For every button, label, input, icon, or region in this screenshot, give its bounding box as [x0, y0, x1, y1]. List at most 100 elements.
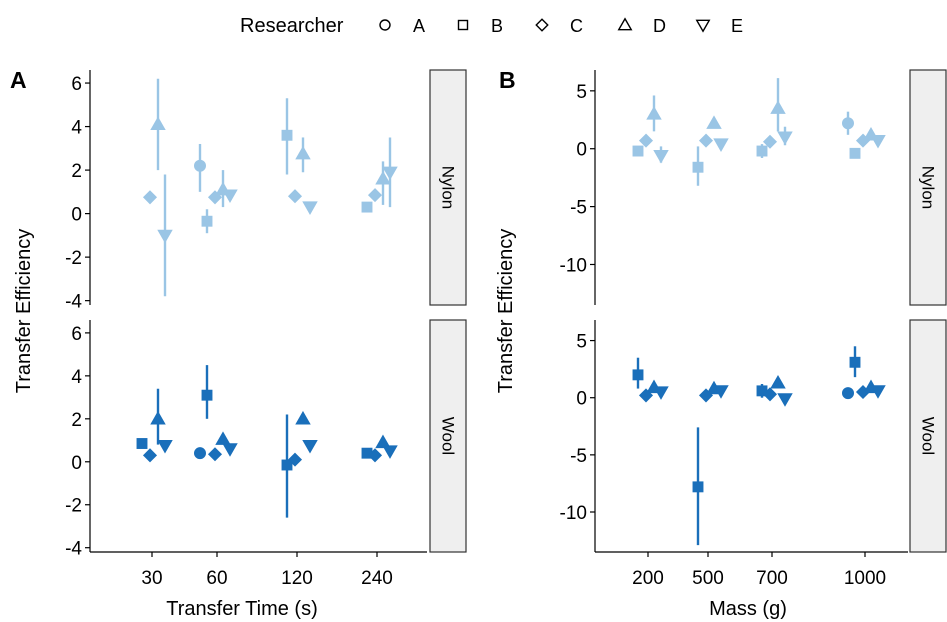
data-point-E [382, 166, 398, 181]
x-tick-label: 120 [281, 568, 313, 589]
data-point-D [706, 115, 722, 129]
data-point-C [638, 133, 654, 148]
data-point-C [367, 188, 383, 203]
facet-nylon: Nylon -4 -2 0 2 4 6 [65, 69, 467, 313]
data-point-B [692, 161, 704, 173]
data-point-B [361, 201, 373, 213]
data-point-B [281, 129, 293, 141]
legend-label-B: B [491, 16, 503, 36]
data-point-C [142, 190, 158, 205]
data-point-E [870, 385, 886, 399]
data-point-A [194, 447, 206, 460]
y-tick-label: 6 [71, 74, 82, 95]
legend-marker-C [535, 18, 549, 32]
data-point-D [646, 106, 662, 120]
panel-B: B Transfer Efficiency Mass (g) Nylon -10 -5 0 5… [495, 67, 947, 620]
data-point-E [222, 189, 238, 203]
y-axis-label: Transfer Efficiency [13, 229, 35, 394]
x-axis-label: Transfer Time (s) [166, 598, 318, 620]
data-point-B [756, 145, 768, 157]
y-tick-label: 6 [71, 324, 82, 345]
y-tick-label: -5 [570, 446, 587, 467]
data-point-E [777, 393, 793, 407]
data-point-D [295, 145, 311, 160]
y-tick-label: 0 [576, 140, 587, 161]
data-point-B [201, 215, 213, 227]
facet-wool: Wool -4 -2 0 2 4 6 30 60 120 240 [65, 319, 467, 589]
data-point-B [632, 369, 644, 381]
data-point-E [222, 443, 238, 457]
facet-strip [909, 69, 947, 306]
facet-strip-label: Nylon [439, 166, 458, 209]
y-tick-label: 2 [71, 410, 82, 431]
y-tick-label: 4 [71, 367, 82, 388]
data-point-A [194, 159, 206, 172]
facet-strip [429, 69, 467, 306]
data-point-E [870, 134, 886, 149]
data-point-E [382, 445, 398, 459]
legend-label-C: C [570, 16, 583, 36]
data-point-D [150, 116, 166, 131]
data-point-D [295, 410, 311, 425]
y-tick-label: 0 [71, 453, 82, 474]
data-point-B [632, 145, 644, 157]
panel-label: A [10, 67, 27, 93]
x-tick-label: 30 [141, 568, 162, 589]
x-tick-label: 1000 [844, 568, 886, 589]
y-tick-label: -5 [570, 198, 587, 219]
facet-nylon: Nylon -10 -5 0 5 [560, 69, 947, 306]
data-point-C [207, 447, 223, 462]
data-point-C [855, 133, 871, 148]
data-point-B [692, 481, 704, 493]
legend-title: Researcher [240, 15, 344, 37]
legend: Researcher A B C D E [240, 15, 743, 37]
data-point-E [713, 385, 729, 399]
facet-strip-label: Nylon [919, 166, 938, 209]
data-point-D [770, 100, 786, 114]
facet-wool: Wool -10 -5 0 5 200 500 700 1000 [560, 319, 947, 589]
data-point-E [777, 131, 793, 146]
legend-marker-E [695, 19, 711, 33]
y-tick-label: 0 [576, 389, 587, 410]
data-point-B [281, 459, 293, 471]
y-tick-label: -10 [560, 503, 587, 524]
data-point-D [150, 410, 166, 425]
panel-label: B [499, 67, 516, 93]
data-point-E [302, 440, 318, 454]
data-point-B [201, 389, 213, 401]
x-tick-label: 200 [632, 568, 664, 589]
data-point-D [215, 431, 231, 445]
y-tick-label: -4 [65, 292, 82, 313]
y-tick-label: 4 [71, 118, 82, 139]
legend-label-A: A [413, 16, 425, 36]
data-point-D [770, 374, 786, 389]
data-point-C [287, 452, 303, 467]
data-point-D [375, 170, 391, 185]
x-tick-label: 60 [206, 568, 227, 589]
data-point-E [157, 440, 173, 454]
data-point-D [375, 434, 391, 449]
data-point-E [653, 150, 669, 164]
facet-strip-label: Wool [919, 417, 938, 455]
data-point-B [849, 147, 861, 159]
data-point-B [849, 356, 861, 368]
y-axis-label: Transfer Efficiency [495, 229, 517, 394]
x-tick-label: 240 [361, 568, 393, 589]
data-point-E [653, 386, 669, 400]
data-point-C [287, 189, 303, 204]
y-tick-label: 2 [71, 161, 82, 182]
facet-strip [909, 319, 947, 553]
data-point-E [713, 138, 729, 152]
data-point-B [136, 438, 148, 449]
legend-label-D: D [653, 16, 666, 36]
y-tick-label: 5 [576, 82, 587, 103]
data-point-A [842, 117, 854, 130]
y-tick-label: -2 [65, 248, 82, 269]
legend-label-E: E [731, 16, 743, 36]
y-tick-label: 5 [576, 332, 587, 353]
legend-marker-D [617, 17, 633, 31]
data-point-E [157, 229, 173, 244]
data-point-C [367, 448, 383, 463]
legend-marker-B [457, 19, 469, 31]
